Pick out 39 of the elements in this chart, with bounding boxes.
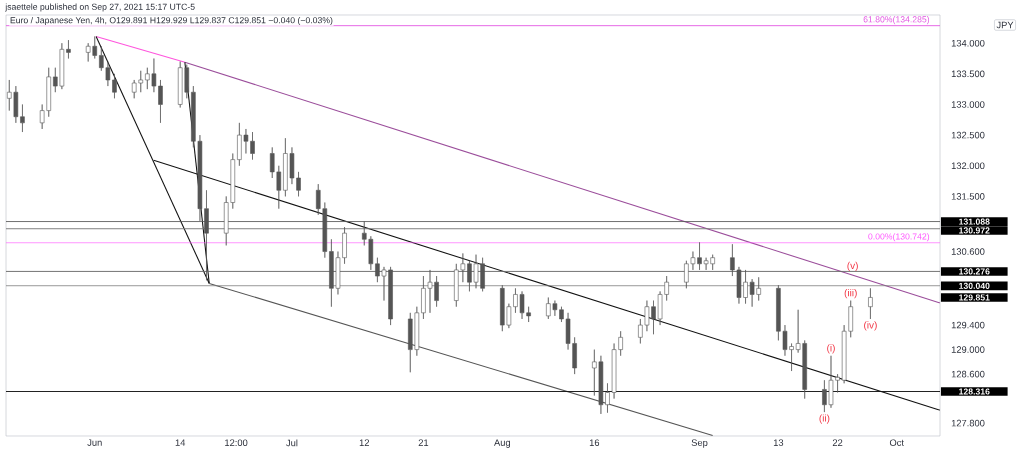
x-tick-label: Jul bbox=[286, 439, 298, 447]
annotation: (iv) bbox=[864, 321, 877, 331]
annotation: (iii) bbox=[844, 289, 857, 299]
x-tick-label: Sep bbox=[691, 439, 708, 448]
annotation: 61.80%(134.285) bbox=[863, 16, 930, 25]
y-tick-label: 130.600 bbox=[951, 248, 985, 255]
x-tick-label: 12:00 bbox=[225, 439, 248, 446]
x-tick-label: 16 bbox=[589, 439, 600, 446]
chart-subtitle: jsaettele published on Sep 27, 2021 15:17 UTC-5 bbox=[5, 3, 195, 12]
ref-line-label: 130.972 bbox=[959, 227, 990, 234]
y-tick-label: 132.500 bbox=[951, 131, 985, 139]
x-tick-label: 12 bbox=[359, 439, 369, 446]
y-tick-label: 132.000 bbox=[951, 162, 985, 170]
y-tick-label: 128.600 bbox=[951, 370, 985, 378]
x-tick-label: 14 bbox=[175, 439, 186, 446]
x-tick-label: Aug bbox=[494, 439, 510, 448]
annotation: (v) bbox=[847, 261, 858, 272]
y-tick-label: 127.800 bbox=[951, 419, 985, 427]
x-tick-label: Jun bbox=[87, 439, 102, 446]
annotation: (i) bbox=[827, 344, 835, 354]
ref-line-label: 130.040 bbox=[959, 282, 990, 289]
y-axis-title: JPY bbox=[996, 21, 1014, 29]
y-tick-label: 134.000 bbox=[951, 39, 985, 47]
x-tick-label: 13 bbox=[773, 439, 784, 446]
chart-title: Euro / Japanese Yen, 4h, O129.891 H129.929 L129.837 C129.851 −0.040 (−0.03%) bbox=[10, 16, 333, 26]
text: 129.851 bbox=[959, 294, 990, 301]
x-tick-label: 21 bbox=[418, 439, 429, 446]
ref-line-label: 128.316 bbox=[959, 388, 990, 395]
y-tick-label: 131.500 bbox=[951, 193, 985, 200]
annotation: (ii) bbox=[819, 414, 830, 424]
annotation: 0.00%(130.742) bbox=[868, 233, 930, 242]
y-tick-label: 133.000 bbox=[951, 101, 985, 108]
y-tick-label: 129.000 bbox=[951, 346, 985, 353]
y-tick-label: 133.500 bbox=[951, 70, 985, 78]
x-tick-label: Oct bbox=[889, 439, 904, 446]
x-tick-label: 22 bbox=[832, 439, 843, 446]
ref-line-label: 130.276 bbox=[959, 268, 990, 275]
y-tick-label: 129.400 bbox=[951, 321, 985, 329]
ref-line-label: 131.088 bbox=[959, 218, 990, 225]
